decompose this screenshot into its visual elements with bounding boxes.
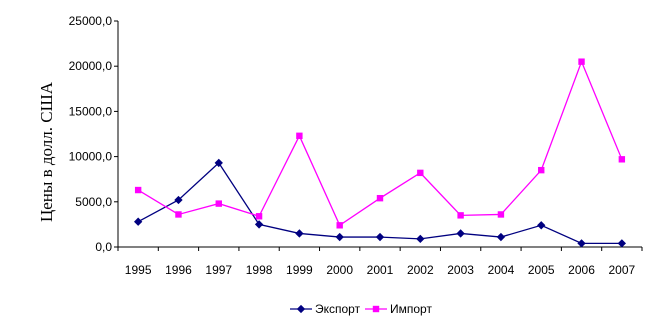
data-point-export — [133, 217, 143, 226]
data-point-import — [175, 211, 182, 218]
data-point-export — [416, 234, 425, 244]
data-point-import — [215, 200, 222, 207]
x-tick-label: 1998 — [246, 263, 273, 277]
x-tick-label: 2007 — [608, 263, 635, 277]
legend-label-export: Экспорт — [315, 302, 361, 316]
data-point-export — [577, 239, 586, 248]
series-line-export — [137, 161, 622, 245]
y-tick-label: 5000,0 — [75, 195, 112, 209]
y-tick-label: 0,0 — [95, 240, 112, 254]
x-tick-label: 2006 — [568, 263, 595, 277]
x-tick-label: 2004 — [488, 263, 515, 277]
y-tick-label: 20000,0 — [69, 59, 113, 73]
data-point-export — [214, 158, 223, 168]
x-tick-label: 2002 — [407, 263, 434, 277]
data-point-import — [134, 186, 142, 194]
x-tick-label: 1997 — [205, 263, 232, 277]
y-axis-label: Цены в долл. США — [37, 81, 56, 222]
data-point-import — [417, 169, 424, 177]
x-tick-label: 2001 — [367, 263, 394, 277]
x-tick-label: 1995 — [125, 263, 152, 277]
data-point-export — [496, 232, 506, 242]
legend-label-import: Импорт — [390, 302, 432, 316]
data-point-import — [618, 156, 626, 163]
x-tick-label: 1999 — [286, 263, 313, 277]
data-point-export — [537, 221, 546, 230]
data-point-export — [174, 195, 183, 205]
data-point-import — [336, 222, 343, 229]
y-tick-label: 25000,0 — [69, 14, 113, 28]
data-point-import — [296, 132, 303, 140]
data-point-export — [254, 220, 264, 229]
data-point-export — [456, 229, 465, 238]
legend-marker-export — [296, 304, 306, 314]
x-tick-label: 1996 — [165, 263, 192, 277]
data-point-import — [497, 211, 505, 218]
x-tick-label: 2003 — [447, 263, 474, 277]
data-point-import — [457, 212, 464, 219]
data-point-import — [255, 213, 263, 220]
y-tick-label: 10000,0 — [69, 150, 113, 164]
y-tick-label: 15000,0 — [69, 104, 113, 118]
data-point-export — [335, 232, 344, 242]
data-point-import — [578, 58, 585, 65]
data-point-export — [375, 232, 385, 242]
data-point-export — [295, 229, 304, 238]
data-point-import — [376, 194, 384, 202]
x-tick-label: 2005 — [528, 263, 555, 277]
x-tick-label: 2000 — [326, 263, 353, 277]
legend-marker-import — [372, 305, 380, 313]
data-point-export — [617, 239, 627, 248]
data-point-import — [538, 166, 545, 174]
